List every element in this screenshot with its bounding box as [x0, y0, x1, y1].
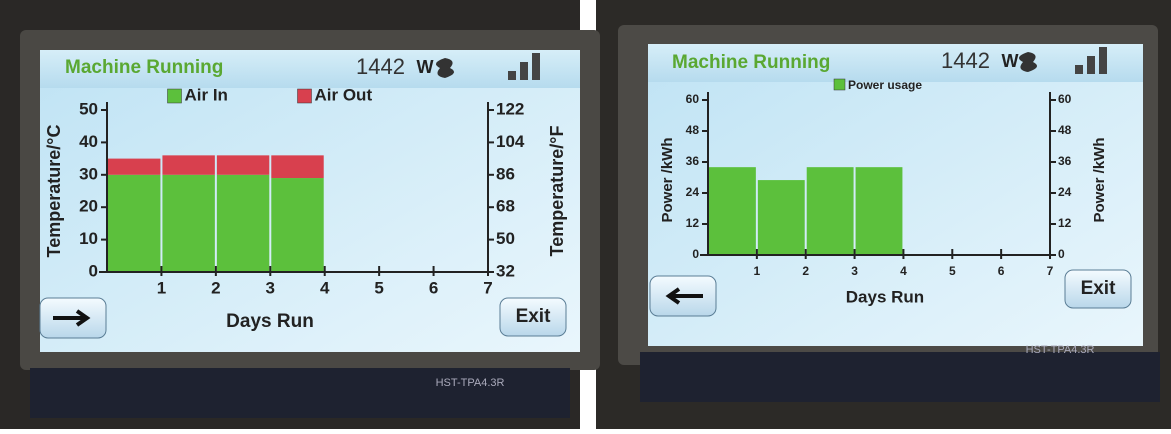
power-unit: W	[1002, 51, 1019, 71]
legend-swatch	[834, 79, 845, 90]
photo-pair: Machine Running1442WExitHST-TPA4.3R01020…	[0, 0, 1171, 429]
signal-bar	[508, 71, 516, 80]
legend-label: Air In	[185, 85, 228, 104]
x-tick-label: 4	[320, 278, 330, 297]
signal-bar	[532, 53, 540, 80]
y-tick-label: 60	[686, 92, 700, 106]
board-label: HST-TPA4.3R	[436, 377, 505, 389]
y2-tick-label: 12	[1058, 216, 1072, 230]
y-tick-label: 20	[79, 197, 98, 216]
x-axis-title: Days Run	[846, 287, 924, 306]
power-value: 1442	[941, 48, 990, 73]
signal-bar	[1087, 56, 1095, 74]
y-tick-label: 50	[79, 99, 98, 118]
x-tick-label: 7	[483, 278, 492, 297]
x-tick-label: 4	[900, 264, 907, 278]
x-tick-label: 5	[374, 278, 383, 297]
legend-label: Power usage	[848, 78, 922, 92]
y2-tick-label: 0	[1058, 247, 1065, 261]
board-label: HST-TPA4.3R	[1026, 344, 1095, 356]
status-title: Machine Running	[672, 52, 830, 73]
bar	[162, 175, 214, 272]
signal-bar	[520, 62, 528, 80]
y-tick-label: 40	[79, 132, 98, 151]
y2-tick-label: 60	[1058, 92, 1072, 106]
bar	[217, 155, 269, 174]
bar	[162, 155, 214, 174]
y-tick-label: 36	[686, 154, 700, 168]
y2-tick-label: 122	[496, 99, 524, 118]
bar	[807, 167, 854, 255]
exit-label: Exit	[516, 306, 552, 327]
y2-tick-label: 48	[1058, 123, 1072, 137]
bar	[709, 167, 756, 255]
power-unit: W	[417, 57, 434, 77]
signal-bar	[1075, 65, 1083, 74]
y2-tick-label: 24	[1058, 185, 1072, 199]
x-tick-label: 6	[998, 264, 1005, 278]
board	[30, 368, 570, 418]
y2-tick-label: 50	[496, 229, 515, 248]
x-tick-label: 3	[266, 278, 275, 297]
bar	[271, 178, 323, 272]
power-value: 1442	[356, 54, 405, 79]
bar	[271, 155, 323, 178]
x-tick-label: 5	[949, 264, 956, 278]
y2-tick-label: 104	[496, 132, 525, 151]
y-tick-label: 24	[686, 185, 700, 199]
legend-swatch	[168, 89, 182, 103]
y2-tick-label: 32	[496, 261, 515, 280]
y-tick-label: 48	[686, 123, 700, 137]
y2-axis-title: Power /kWh	[1091, 137, 1108, 222]
board	[640, 352, 1160, 402]
y-axis-title: Temperature/°C	[44, 125, 64, 258]
bar	[856, 167, 903, 255]
x-tick-label: 2	[802, 264, 809, 278]
legend-swatch	[298, 89, 312, 103]
y-tick-label: 12	[686, 216, 700, 230]
x-tick-label: 6	[429, 278, 438, 297]
signal-bar	[1099, 47, 1107, 74]
status-title: Machine Running	[65, 57, 223, 78]
y2-tick-label: 36	[1058, 154, 1072, 168]
y2-tick-label: 68	[496, 197, 515, 216]
y-tick-label: 0	[89, 261, 98, 280]
x-tick-label: 3	[851, 264, 858, 278]
y2-tick-label: 86	[496, 164, 515, 183]
x-tick-label: 7	[1047, 264, 1054, 278]
x-axis-title: Days Run	[226, 311, 314, 332]
bar	[217, 175, 269, 272]
exit-label: Exit	[1081, 278, 1117, 299]
bar	[108, 159, 160, 175]
y2-axis-title: Temperature/°F	[547, 126, 567, 257]
y-tick-label: 30	[79, 164, 98, 183]
x-tick-label: 1	[754, 264, 761, 278]
y-axis-title: Power /kWh	[659, 137, 676, 222]
legend-label: Air Out	[315, 85, 373, 104]
bar	[108, 175, 160, 272]
y-tick-label: 10	[79, 229, 98, 248]
bar	[758, 180, 805, 255]
x-tick-label: 1	[157, 278, 166, 297]
y-tick-label: 0	[692, 247, 699, 261]
x-tick-label: 2	[211, 278, 220, 297]
